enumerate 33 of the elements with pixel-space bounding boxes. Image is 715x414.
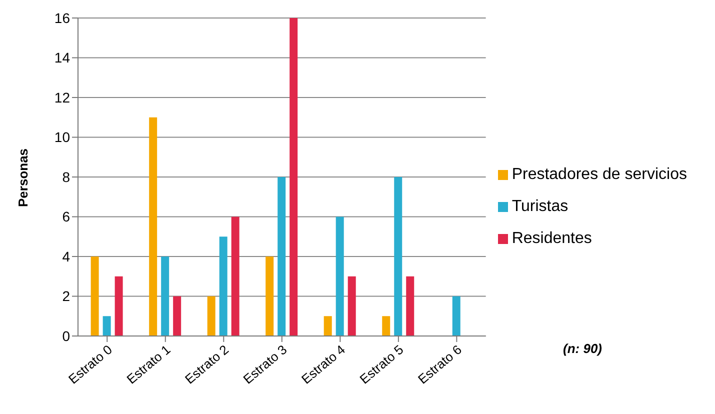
bar (149, 117, 158, 336)
legend-label: Prestadores de servicios (512, 166, 687, 183)
bar (114, 276, 123, 336)
bar (406, 276, 414, 336)
y-tick-label: 6 (62, 208, 70, 225)
bar (324, 316, 332, 336)
bar (102, 316, 111, 336)
y-tick-label: 12 (54, 89, 70, 106)
bar (394, 177, 402, 336)
bar (173, 296, 182, 336)
bar (452, 296, 460, 336)
legend-label: Turistas (512, 198, 568, 215)
text: (n: 90) (563, 341, 602, 356)
y-tick-label: 10 (54, 129, 70, 146)
y-tick-label: 2 (62, 288, 70, 304)
legend-label: Residentes (512, 230, 592, 247)
y-tick-label: 4 (62, 248, 70, 264)
y-tick-label: 8 (62, 168, 70, 185)
y-tick-label: 16 (54, 10, 70, 26)
bar (161, 256, 170, 336)
bar (290, 18, 298, 336)
bar (348, 276, 356, 336)
y-tick-label: 14 (54, 50, 70, 66)
bar (382, 316, 390, 336)
bar (231, 216, 240, 336)
y-axis-title: Personas (16, 148, 31, 207)
bar (336, 216, 344, 336)
bar (266, 256, 274, 336)
bar (90, 256, 99, 336)
bar (278, 177, 286, 336)
bar (207, 296, 216, 336)
bar (219, 236, 228, 336)
y-tick-label: 0 (62, 328, 70, 344)
